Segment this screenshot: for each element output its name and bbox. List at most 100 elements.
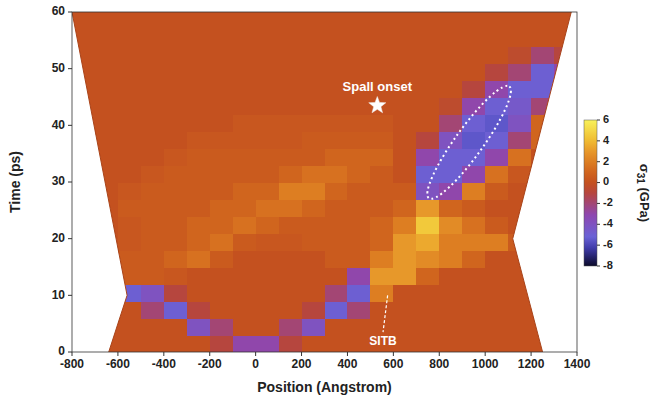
heat-cell (325, 250, 349, 268)
heat-cell (302, 318, 326, 336)
x-tick-label: 1200 (518, 357, 545, 371)
heat-cell (508, 131, 532, 149)
heat-cell (531, 199, 555, 217)
heat-cell (485, 80, 509, 98)
colorbar: -8-6-4-20246σ31 (GPa) (584, 113, 652, 271)
heat-cell (95, 12, 119, 30)
heat-cell (439, 114, 463, 132)
heat-cell (508, 335, 532, 352)
y-tick-label: 50 (52, 61, 66, 75)
colorbar-tick-label: -8 (603, 259, 613, 271)
heat-cell (210, 114, 234, 132)
colorbar-tick-label: -6 (603, 238, 613, 250)
heat-cell (210, 318, 234, 336)
heat-cell (233, 80, 257, 98)
heat-cell (347, 267, 371, 285)
heat-cell (462, 63, 486, 81)
heat-cell (302, 216, 326, 234)
heat-cell (302, 250, 326, 268)
x-tick (209, 352, 210, 356)
heat-cell (118, 233, 142, 251)
heat-cell (187, 12, 211, 30)
heat-cell (302, 233, 326, 251)
heat-cell (187, 182, 211, 200)
heat-cell (187, 250, 211, 268)
x-tick-label: 1000 (472, 357, 499, 371)
x-tick-label: 0 (252, 357, 259, 371)
colorbar-tick (597, 245, 600, 246)
heat-cell (462, 182, 486, 200)
heat-cell (210, 63, 234, 81)
heat-cell (256, 335, 280, 352)
heat-cell (233, 97, 257, 115)
y-tick (68, 182, 72, 183)
heat-cell (233, 199, 257, 217)
heat-cell (164, 250, 188, 268)
heat-cell (554, 29, 577, 47)
x-tick (485, 352, 486, 356)
heat-cell (370, 148, 394, 166)
heat-cell (233, 29, 257, 47)
heat-cell (347, 318, 371, 336)
colorbar-rect (584, 120, 597, 266)
heat-cell (370, 131, 394, 149)
heat-cell (531, 131, 555, 149)
heat-cell (233, 131, 257, 149)
heat-cell (302, 29, 326, 47)
heat-cell (393, 233, 417, 251)
heat-cell (347, 12, 371, 30)
x-tick (255, 352, 256, 356)
x-tick (577, 352, 578, 356)
heat-cell (164, 233, 188, 251)
heat-cell (485, 301, 509, 319)
heat-cell (325, 29, 349, 47)
heat-cell (325, 284, 349, 302)
heat-cell (256, 284, 280, 302)
heat-cell (462, 80, 486, 98)
heat-cell (325, 335, 349, 352)
heat-cell (462, 199, 486, 217)
heat-cell (187, 97, 211, 115)
heat-cell (347, 284, 371, 302)
heat-cell (325, 199, 349, 217)
heat-cell (256, 114, 280, 132)
heat-cell (416, 131, 440, 149)
x-tick (117, 352, 118, 356)
heat-cell (210, 80, 234, 98)
heat-cell (210, 199, 234, 217)
heat-cell (347, 131, 371, 149)
heat-cell (531, 335, 555, 352)
heat-cell (485, 182, 509, 200)
colorbar-tick-label: 0 (603, 175, 609, 187)
heat-cell (164, 318, 188, 336)
heat-cell (164, 301, 188, 319)
heat-cell (439, 301, 463, 319)
heat-cell (508, 114, 532, 132)
heat-cell (439, 250, 463, 268)
heat-cell (72, 284, 96, 302)
heat-cell (325, 233, 349, 251)
heat-cell (256, 97, 280, 115)
heat-cell (439, 165, 463, 183)
star-marker (369, 97, 386, 113)
heat-cell (141, 301, 165, 319)
heat-cell (302, 114, 326, 132)
heat-cell (347, 148, 371, 166)
heat-cell (279, 63, 303, 81)
heat-cell (439, 267, 463, 285)
heat-cell (187, 216, 211, 234)
axes: -800-600-400-200020040060080010001200140… (7, 4, 591, 395)
heat-cell (531, 250, 555, 268)
heat-cell (416, 12, 440, 30)
heat-cell (95, 63, 119, 81)
heat-cell (187, 114, 211, 132)
heat-cell (118, 80, 142, 98)
heat-cell (233, 46, 257, 64)
heat-cell (95, 335, 119, 352)
y-tick-label: 60 (52, 4, 66, 18)
heat-cell (302, 148, 326, 166)
heat-cell (325, 216, 349, 234)
x-axis-title: Position (Angstrom) (257, 379, 392, 395)
heat-cell (118, 182, 142, 200)
heat-cell (302, 12, 326, 30)
